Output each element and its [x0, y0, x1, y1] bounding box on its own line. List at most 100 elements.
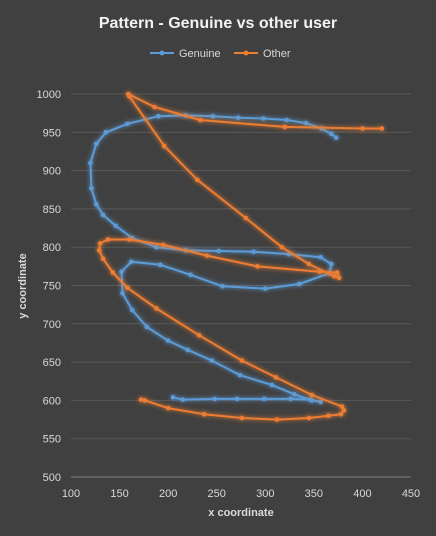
y-axis-label: y coordinate	[17, 253, 29, 318]
data-point-genuine	[93, 202, 99, 207]
data-point-other	[334, 270, 340, 275]
data-point-genuine	[185, 347, 190, 353]
chart-title: Pattern - Genuine vs other user	[99, 15, 337, 32]
data-point-other	[274, 417, 280, 422]
data-point-other	[201, 411, 207, 417]
data-point-other	[152, 104, 157, 110]
x-tick-label: 100	[62, 488, 80, 500]
data-point-other	[379, 126, 385, 131]
data-point-other	[360, 126, 365, 131]
data-point-other	[105, 237, 111, 242]
data-point-genuine	[144, 324, 150, 330]
data-point-other	[317, 269, 322, 275]
data-point-genuine	[119, 269, 124, 275]
data-point-other	[110, 270, 116, 275]
legend-swatch-marker	[159, 50, 165, 56]
data-point-other	[331, 274, 337, 279]
data-point-genuine	[318, 399, 323, 405]
data-point-genuine	[303, 120, 309, 126]
data-point-genuine	[288, 396, 293, 402]
data-point-genuine	[296, 281, 302, 287]
data-point-other	[243, 215, 249, 221]
grid-lines	[71, 93, 411, 478]
y-tick-label: 750	[43, 281, 61, 293]
data-point-genuine	[93, 141, 99, 147]
x-tick-label: 450	[402, 488, 420, 500]
data-point-genuine	[284, 117, 289, 123]
data-point-other	[126, 93, 132, 99]
data-point-genuine	[262, 396, 267, 402]
data-point-genuine	[262, 286, 268, 291]
data-point-genuine	[237, 372, 243, 378]
y-tick-label: 900	[43, 166, 61, 178]
data-point-genuine	[210, 113, 216, 119]
data-point-genuine	[165, 338, 171, 343]
legend-item-other: Other	[234, 48, 291, 60]
y-tick-label: 950	[43, 127, 61, 139]
data-point-genuine	[329, 261, 334, 267]
data-point-genuine	[125, 121, 130, 127]
data-point-genuine	[235, 115, 241, 121]
y-tick-label: 1000	[37, 89, 61, 101]
data-point-genuine	[154, 244, 159, 250]
data-point-genuine	[113, 223, 118, 229]
data-point-genuine	[251, 249, 256, 255]
data-point-other	[338, 411, 344, 417]
y-tick-label: 700	[43, 319, 61, 331]
series-line-genuine	[89, 114, 337, 403]
x-axis-label: x coordinate	[208, 507, 273, 519]
data-point-genuine	[103, 130, 109, 135]
data-point-other	[239, 415, 245, 421]
data-point-genuine	[88, 160, 93, 166]
data-point-genuine	[212, 396, 218, 402]
data-point-genuine	[318, 254, 323, 260]
data-point-other	[239, 358, 245, 363]
series-line-other	[98, 93, 382, 421]
data-point-other	[194, 177, 200, 183]
legend: Genuine Other	[150, 48, 291, 60]
data-point-genuine	[220, 283, 225, 289]
data-point-other	[100, 256, 106, 261]
x-tick-label: 150	[110, 488, 128, 500]
data-point-other	[326, 413, 331, 419]
data-point-other	[154, 306, 159, 311]
x-tick-label: 350	[305, 488, 323, 500]
series-layer	[88, 91, 385, 422]
x-tick-label: 250	[208, 488, 226, 500]
series-other	[96, 91, 385, 422]
legend-item-genuine: Genuine	[150, 48, 221, 60]
y-tick-label: 800	[43, 242, 61, 254]
x-axis-ticks: 100 150 200 250 300 350 400 450	[62, 488, 420, 500]
data-point-genuine	[128, 259, 134, 265]
data-point-other	[138, 397, 144, 402]
data-point-other	[279, 244, 285, 250]
data-point-other	[126, 237, 132, 242]
data-point-genuine	[329, 131, 334, 137]
data-point-other	[160, 242, 166, 248]
legend-label: Genuine	[179, 48, 221, 60]
data-point-genuine	[156, 113, 161, 119]
data-point-other	[341, 408, 347, 413]
data-point-genuine	[269, 382, 275, 388]
data-point-genuine	[129, 307, 135, 313]
x-tick-label: 400	[353, 488, 371, 500]
data-point-other	[197, 117, 203, 123]
data-point-other	[204, 253, 210, 258]
data-point-genuine	[307, 397, 313, 402]
data-point-genuine	[180, 397, 186, 402]
data-point-other	[339, 404, 345, 409]
series-genuine	[88, 113, 339, 405]
data-point-genuine	[158, 262, 163, 268]
legend-label: Other	[263, 48, 291, 60]
data-point-other	[282, 124, 288, 130]
data-point-other	[142, 398, 148, 403]
y-tick-label: 600	[43, 395, 61, 407]
data-point-other	[97, 241, 103, 246]
data-point-genuine	[333, 135, 339, 140]
y-axis-ticks: 500 550 600 650 700 750 800 850 900 950 1000	[37, 89, 61, 484]
data-point-genuine	[216, 248, 221, 254]
data-point-genuine	[89, 185, 94, 191]
